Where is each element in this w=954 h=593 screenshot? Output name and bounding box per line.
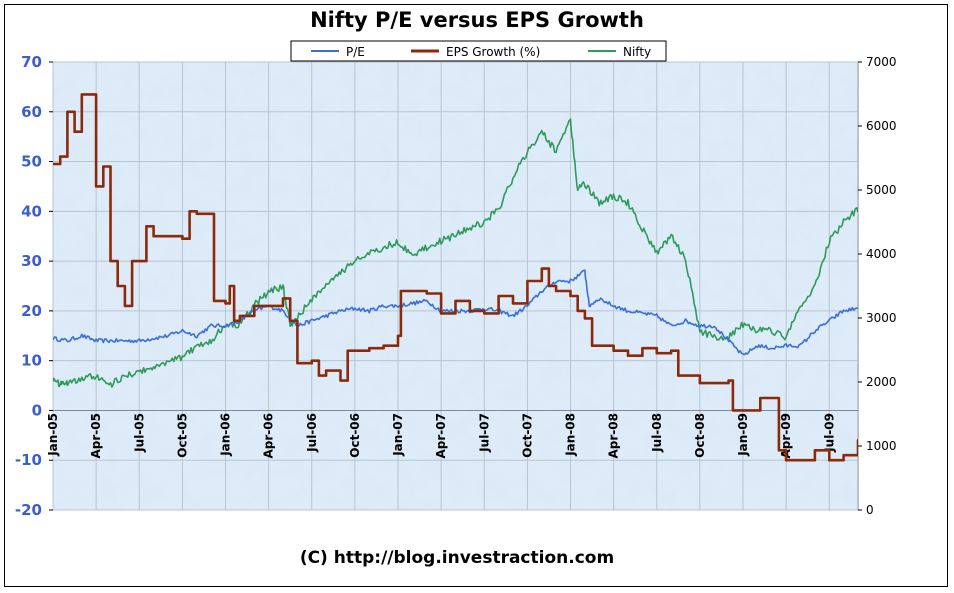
x-tick-label: Oct-06 (348, 413, 362, 458)
right-tick-label: 1000 (866, 439, 897, 453)
left-tick-label: 0 (32, 401, 42, 419)
legend: P/E EPS Growth (%) Nifty (290, 40, 667, 62)
x-tick-label: Jan-05 (46, 413, 60, 457)
left-tick-label: 50 (21, 153, 42, 171)
left-tick-label: -20 (15, 501, 42, 519)
x-tick-label: Oct-08 (693, 413, 707, 458)
right-tick-label: 0 (866, 503, 874, 517)
x-axis: Jan-05 Apr-05 Jul-05 Oct-05 Jan-06 Apr-06 Jul-… (46, 413, 836, 458)
left-tick-label: 10 (21, 352, 42, 370)
left-axis: -20 -10 0 10 20 30 40 50 60 70 (15, 53, 53, 519)
x-tick-label: Jul-05 (132, 413, 146, 453)
x-tick-label: Jul-06 (305, 413, 319, 453)
right-tick-label: 7000 (866, 55, 897, 69)
left-tick-label: 20 (21, 302, 42, 320)
x-tick-label: Oct-05 (175, 413, 189, 458)
left-tick-label: 30 (21, 252, 42, 270)
x-tick-label: Apr-09 (779, 413, 793, 458)
right-tick-label: 6000 (866, 119, 897, 133)
chart-title: Nifty P/E versus EPS Growth (310, 8, 644, 32)
right-tick-label: 2000 (866, 375, 897, 389)
left-tick-label: 70 (21, 53, 42, 71)
x-tick-label: Apr-05 (89, 413, 103, 458)
plot-area (52, 61, 859, 511)
legend-nifty-label: Nifty (623, 45, 651, 59)
legend-eps-label: EPS Growth (%) (446, 45, 540, 59)
x-tick-label: Jan-08 (564, 413, 578, 457)
left-tick-label: 60 (21, 103, 42, 121)
x-tick-label: Jan-07 (391, 413, 405, 457)
x-tick-label: Jan-09 (736, 413, 750, 457)
legend-pe-label: P/E (346, 45, 365, 59)
series-layer (53, 93, 858, 462)
x-tick-label: Apr-08 (607, 413, 621, 458)
right-tick-label: 5000 (866, 183, 897, 197)
x-tick-label: Oct-07 (520, 413, 534, 458)
x-tick-label: Jan-06 (219, 413, 233, 457)
x-tick-label: Apr-06 (262, 413, 276, 458)
x-tick-label: Jul-07 (477, 413, 491, 453)
x-tick-label: Jul-09 (822, 413, 836, 453)
right-tick-label: 4000 (866, 247, 897, 261)
right-axis: 0 1000 2000 3000 4000 5000 6000 7000 (858, 55, 897, 517)
pe-series-line (53, 269, 858, 356)
x-tick-label: Apr-07 (434, 413, 448, 458)
left-tick-label: -10 (15, 451, 42, 469)
copyright-footer: (C) http://blog.investraction.com (299, 548, 615, 568)
right-tick-label: 3000 (866, 311, 897, 325)
eps-series-line (53, 93, 858, 462)
x-tick-label: Jul-08 (650, 413, 664, 453)
left-tick-label: 40 (21, 202, 42, 220)
